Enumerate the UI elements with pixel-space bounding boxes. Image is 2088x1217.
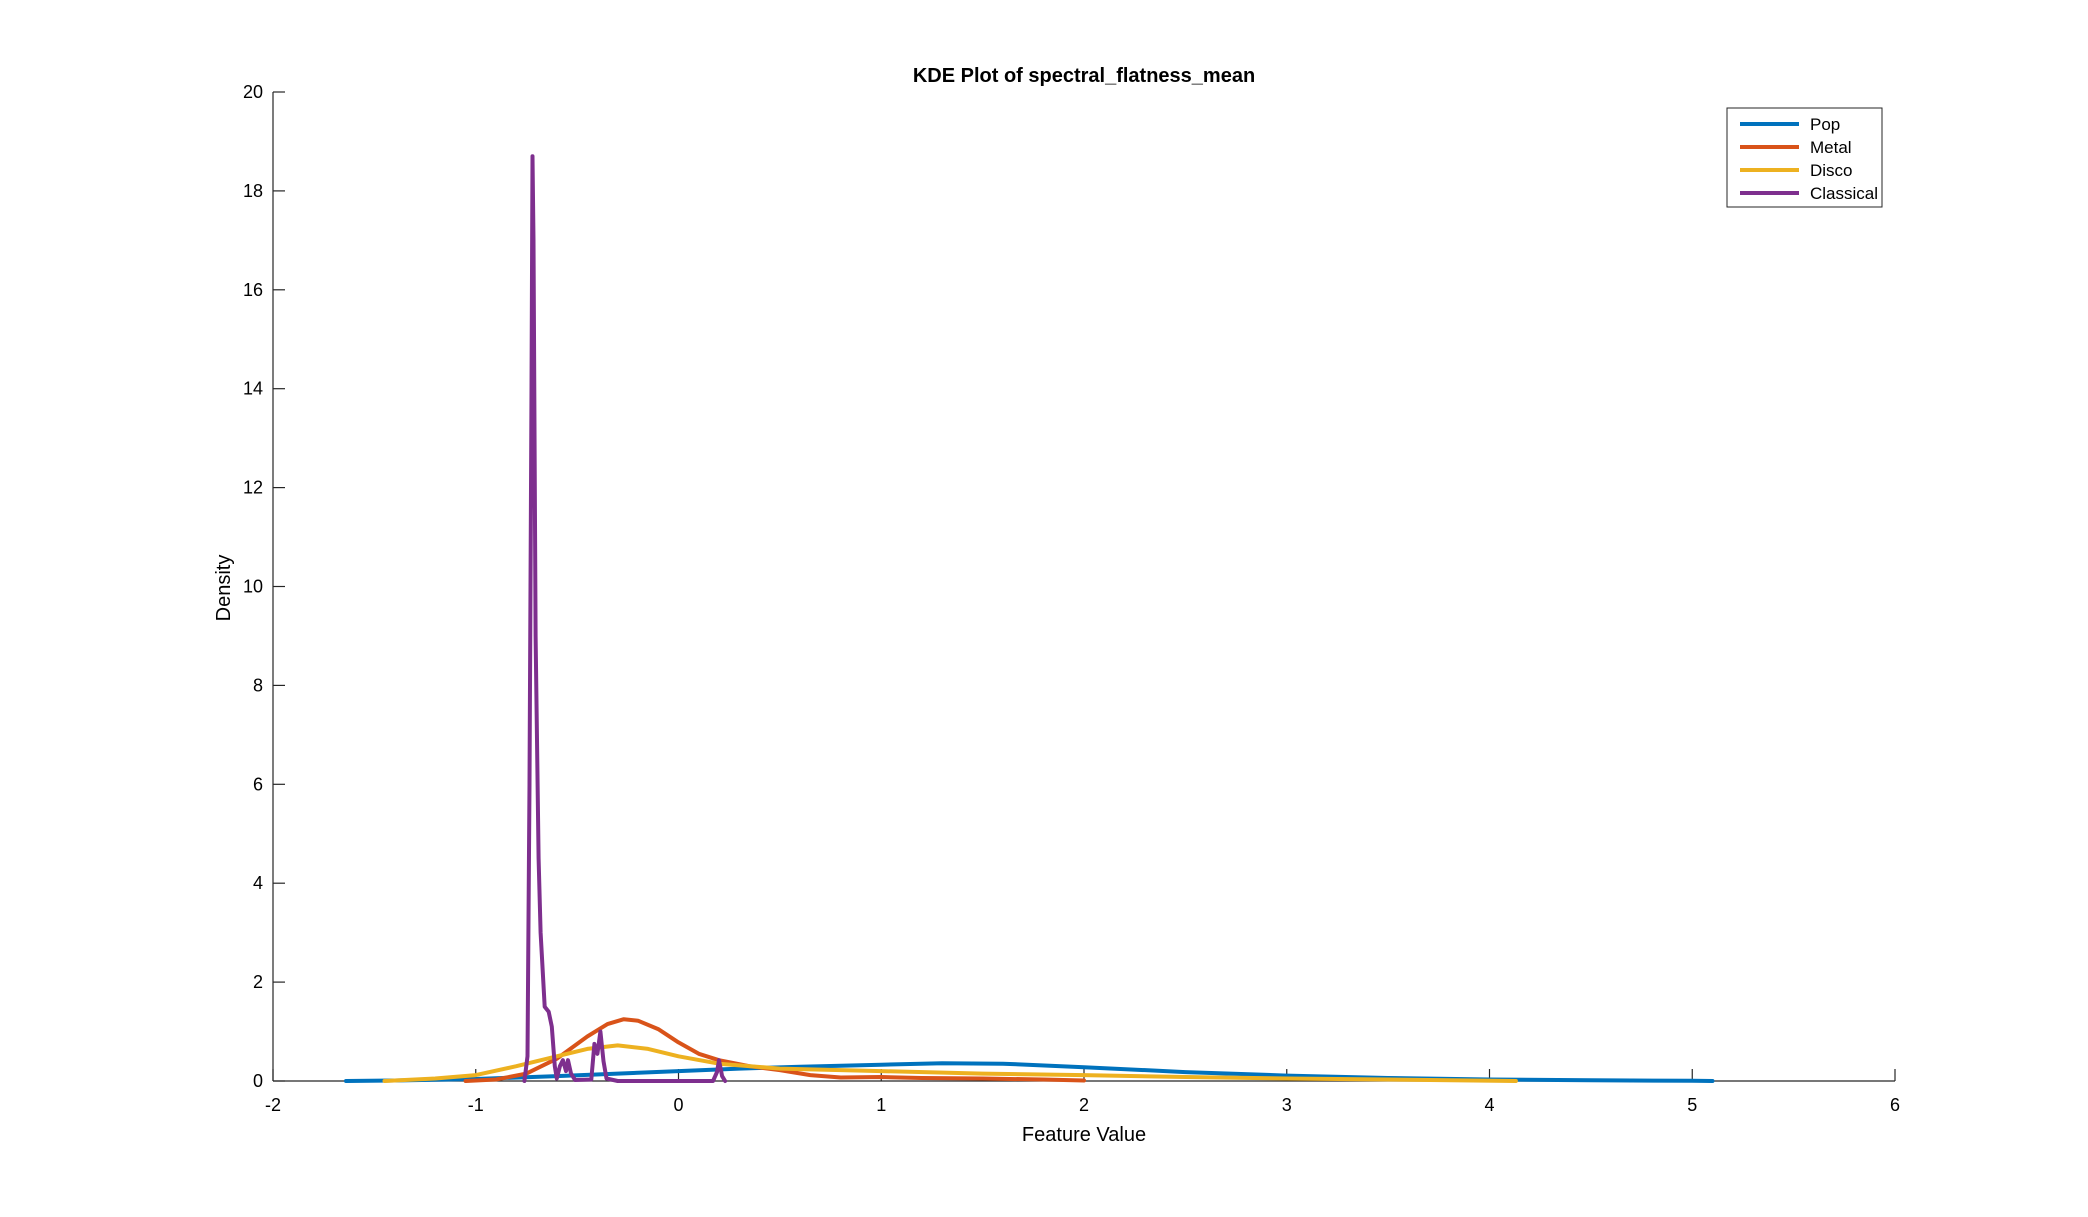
x-tick-label: 5 <box>1687 1095 1697 1115</box>
chart-title: KDE Plot of spectral_flatness_mean <box>913 65 1255 87</box>
y-tick-label: 8 <box>253 675 263 695</box>
x-tick-label: 4 <box>1484 1095 1494 1115</box>
y-tick-label: 16 <box>243 280 263 300</box>
legend-label: Disco <box>1810 161 1853 180</box>
x-tick-label: -2 <box>265 1095 281 1115</box>
y-tick-label: 12 <box>243 478 263 498</box>
y-tick-label: 14 <box>243 379 263 399</box>
legend: Pop Metal Disco Classical <box>1726 107 1883 208</box>
plot-area <box>344 154 1715 1083</box>
y-tick-label: 2 <box>253 972 263 992</box>
series-line-disco <box>382 1043 1518 1083</box>
x-tick-label: 2 <box>1079 1095 1089 1115</box>
x-tick-label: 6 <box>1890 1095 1900 1115</box>
y-tick-label: 0 <box>253 1071 263 1091</box>
y-tick-label: 20 <box>243 82 263 102</box>
x-tick-label: 0 <box>673 1095 683 1115</box>
legend-label: Pop <box>1810 115 1840 134</box>
y-tick-label: 6 <box>253 774 263 794</box>
x-tick-label: 3 <box>1282 1095 1292 1115</box>
x-tick-label: 1 <box>876 1095 886 1115</box>
y-axis-label: Density <box>213 555 235 622</box>
series-line-metal <box>463 1017 1086 1083</box>
y-tick-label: 4 <box>253 873 263 893</box>
series-line-classical <box>522 154 728 1083</box>
legend-label: Metal <box>1810 138 1852 157</box>
x-axis-label: Feature Value <box>1022 1124 1146 1146</box>
x-tick-label: -1 <box>468 1095 484 1115</box>
y-tick-label: 18 <box>243 181 263 201</box>
y-tick-label: 10 <box>243 577 263 597</box>
legend-label: Classical <box>1810 184 1878 203</box>
